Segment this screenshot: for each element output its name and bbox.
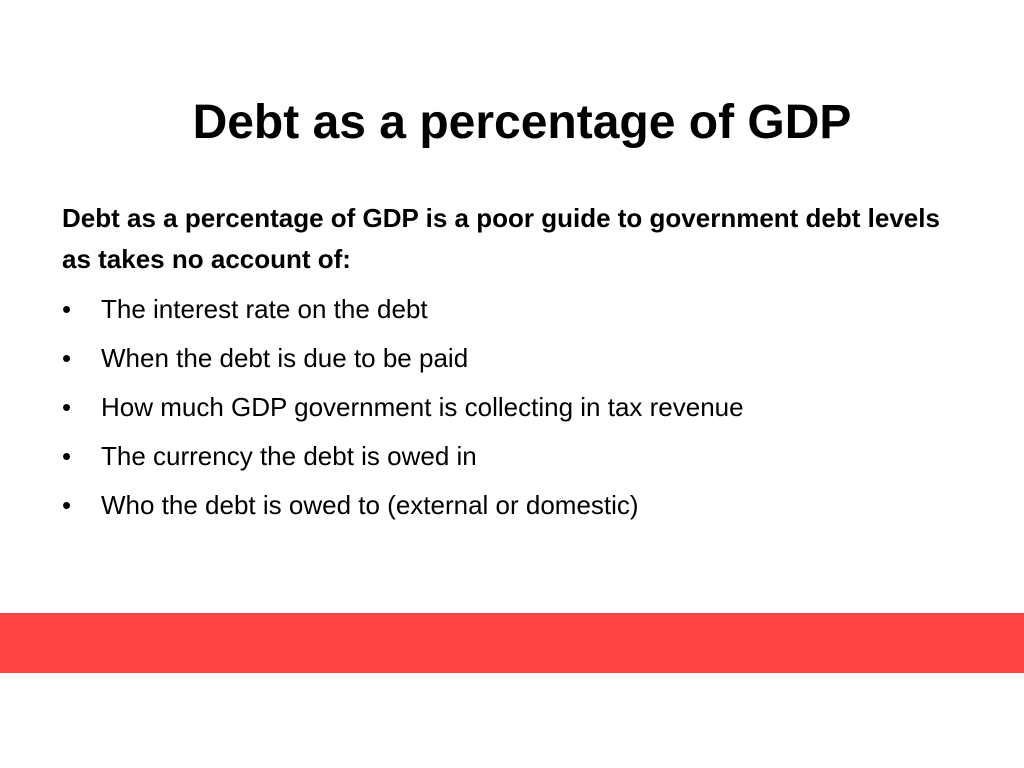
intro-text: Debt as a percentage of GDP is a poor gu… <box>62 203 940 274</box>
bullet-icon: • <box>62 441 72 471</box>
bullet-icon: • <box>62 490 72 520</box>
bullet-text: The interest rate on the debt <box>101 294 428 324</box>
bullet-text: The currency the debt is owed in <box>101 441 477 471</box>
bullet-item-tax-revenue: • How much GDP government is collecting … <box>62 383 962 432</box>
bullet-text: How much GDP government is collecting in… <box>101 392 744 422</box>
bullet-item-interest-rate: • The interest rate on the debt <box>62 285 962 334</box>
bullet-icon: • <box>62 343 72 373</box>
bullet-text: When the debt is due to be paid <box>101 343 469 373</box>
bullet-text: Who the debt is owed to (external or dom… <box>101 490 639 520</box>
bullet-item-currency: • The currency the debt is owed in <box>62 432 962 481</box>
accent-band <box>0 613 1024 673</box>
bullet-item-due-date: • When the debt is due to be paid <box>62 334 962 383</box>
bullet-icon: • <box>62 294 72 324</box>
bullet-list: • The interest rate on the debt • When t… <box>62 285 962 530</box>
bullet-item-creditor: • Who the debt is owed to (external or d… <box>62 481 962 530</box>
slide-title: Debt as a percentage of GDP <box>192 96 852 149</box>
bullet-icon: • <box>62 392 72 422</box>
